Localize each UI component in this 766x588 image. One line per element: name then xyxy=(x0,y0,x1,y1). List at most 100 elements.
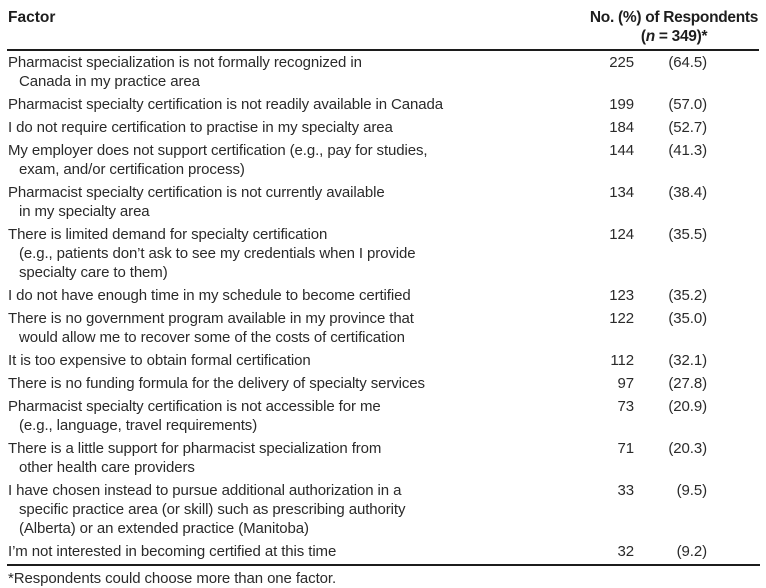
count-cell: 122 xyxy=(609,310,634,327)
factor-line: (e.g., language, travel requirements) xyxy=(19,417,258,434)
count-cell: 33 xyxy=(617,482,635,499)
factor-column-header: Factor xyxy=(7,4,589,51)
respondents-header-line1: No. (%) of Respondents xyxy=(589,9,759,26)
factor-cell: My employer does not support certificati… xyxy=(7,139,589,181)
factor-line: There is no government program available… xyxy=(8,310,414,327)
count-cell: 225 xyxy=(609,54,634,71)
count-cell: 112 xyxy=(610,352,634,369)
table-row: It is too expensive to obtain formal cer… xyxy=(7,349,759,372)
factor-cell: Pharmacist specialization is not formall… xyxy=(7,50,589,93)
count-cell: 184 xyxy=(609,119,634,136)
table-row: Pharmacist specialty certification is no… xyxy=(7,395,759,437)
table-row: Pharmacist specialization is not formall… xyxy=(7,50,759,93)
factor-cell: There is no funding formula for the deli… xyxy=(7,372,589,395)
spacer-cell xyxy=(707,349,759,372)
factor-line: Pharmacist specialty certification is no… xyxy=(8,96,443,113)
factor-line: (Alberta) or an extended practice (Manit… xyxy=(19,520,309,537)
table-row: I’m not interested in becoming certified… xyxy=(7,540,759,563)
table-body: Pharmacist specialization is not formall… xyxy=(7,50,759,563)
respondents-n-open: ( xyxy=(640,28,646,45)
count-cell: 199 xyxy=(609,96,634,113)
factor-line: I have chosen instead to pursue addition… xyxy=(8,482,402,499)
count-cell: 32 xyxy=(617,543,635,560)
header-row: Factor No. (%) of Respondents (n = 349)* xyxy=(7,4,760,51)
percent-cell: (35.5) xyxy=(668,226,707,243)
respondents-column-header: No. (%) of Respondents (n = 349)* xyxy=(589,4,760,51)
respondents-n-value: = 349)* xyxy=(654,28,708,45)
factor-line: (e.g., patients don’t ask to see my cred… xyxy=(19,245,416,262)
factor-line: other health care providers xyxy=(19,459,195,476)
table-row: My employer does not support certificati… xyxy=(7,139,759,181)
count-cell: 144 xyxy=(609,142,634,159)
factor-line: There is limited demand for specialty ce… xyxy=(8,226,328,243)
table-row: I do not have enough time in my schedule… xyxy=(7,284,759,307)
factor-line: specific practice area (or skill) such a… xyxy=(19,501,406,518)
factor-cell: There is a little support for pharmacist… xyxy=(7,437,589,479)
factor-line: specialty care to them) xyxy=(19,264,168,281)
respondents-header-line2: (n = 349)* xyxy=(589,27,759,46)
percent-cell: (20.9) xyxy=(668,398,707,415)
factor-cell: I do not require certification to practi… xyxy=(7,116,589,139)
spacer-cell xyxy=(707,540,759,563)
factor-line: I do not require certification to practi… xyxy=(8,119,393,136)
spacer-cell xyxy=(707,50,759,93)
factor-line: It is too expensive to obtain formal cer… xyxy=(8,352,311,369)
percent-cell: (41.3) xyxy=(668,142,707,159)
factor-cell: Pharmacist specialty certification is no… xyxy=(7,181,589,223)
factor-cell: There is limited demand for specialty ce… xyxy=(7,223,589,284)
table-row: There is no funding formula for the deli… xyxy=(7,372,759,395)
percent-cell: (27.8) xyxy=(668,375,707,392)
percent-cell: (57.0) xyxy=(668,96,707,113)
factor-line: Pharmacist specialization is not formall… xyxy=(8,54,362,71)
factor-cell: There is no government program available… xyxy=(7,307,589,349)
factor-cell: Pharmacist specialty certification is no… xyxy=(7,395,589,437)
percent-cell: (52.7) xyxy=(668,119,707,136)
count-cell: 123 xyxy=(609,287,634,304)
spacer-cell xyxy=(707,307,759,349)
spacer-cell xyxy=(707,437,759,479)
factor-line: There is no funding formula for the deli… xyxy=(8,375,425,392)
spacer-cell xyxy=(707,372,759,395)
factor-line: Pharmacist specialty certification is no… xyxy=(8,184,385,201)
percent-cell: (32.1) xyxy=(668,352,707,369)
spacer-cell xyxy=(707,93,759,116)
factor-line: I do not have enough time in my schedule… xyxy=(8,287,411,304)
percent-cell: (20.3) xyxy=(668,440,707,457)
factor-cell: It is too expensive to obtain formal cer… xyxy=(7,349,589,372)
table-row: There is no government program available… xyxy=(7,307,759,349)
percent-cell: (35.0) xyxy=(668,310,707,327)
factor-cell: I’m not interested in becoming certified… xyxy=(7,540,589,563)
count-cell: 124 xyxy=(609,226,634,243)
spacer-cell xyxy=(707,223,759,284)
percent-cell: (9.2) xyxy=(676,543,707,560)
percent-cell: (64.5) xyxy=(668,54,707,71)
respondents-n-symbol: n xyxy=(645,28,655,45)
table-row: I have chosen instead to pursue addition… xyxy=(7,479,759,540)
factor-line: My employer does not support certificati… xyxy=(8,142,428,159)
spacer-cell xyxy=(707,479,759,540)
factor-cell: Pharmacist specialty certification is no… xyxy=(7,93,589,116)
table-row: I do not require certification to practi… xyxy=(7,116,759,139)
percent-cell: (35.2) xyxy=(668,287,707,304)
percent-cell: (9.5) xyxy=(676,482,707,499)
spacer-cell xyxy=(707,181,759,223)
factor-line: Canada in my practice area xyxy=(19,73,200,90)
table-footnote: *Respondents could choose more than one … xyxy=(7,564,760,588)
factor-cell: I have chosen instead to pursue addition… xyxy=(7,479,589,540)
factor-line: in my specialty area xyxy=(19,203,150,220)
factor-line: I’m not interested in becoming certified… xyxy=(8,543,337,560)
survey-factors-table: Factor No. (%) of Respondents (n = 349)*… xyxy=(7,4,760,563)
count-cell: 73 xyxy=(617,398,635,415)
factor-line: There is a little support for pharmacist… xyxy=(8,440,382,457)
table-row: There is a little support for pharmacist… xyxy=(7,437,759,479)
spacer-cell xyxy=(707,139,759,181)
spacer-cell xyxy=(707,395,759,437)
count-cell: 71 xyxy=(617,440,635,457)
spacer-cell xyxy=(707,284,759,307)
factor-line: exam, and/or certification process) xyxy=(19,161,245,178)
table-row: Pharmacist specialty certification is no… xyxy=(7,93,759,116)
factor-line: Pharmacist specialty certification is no… xyxy=(8,398,381,415)
table-header: Factor No. (%) of Respondents (n = 349)* xyxy=(7,4,760,51)
count-cell: 134 xyxy=(609,184,634,201)
